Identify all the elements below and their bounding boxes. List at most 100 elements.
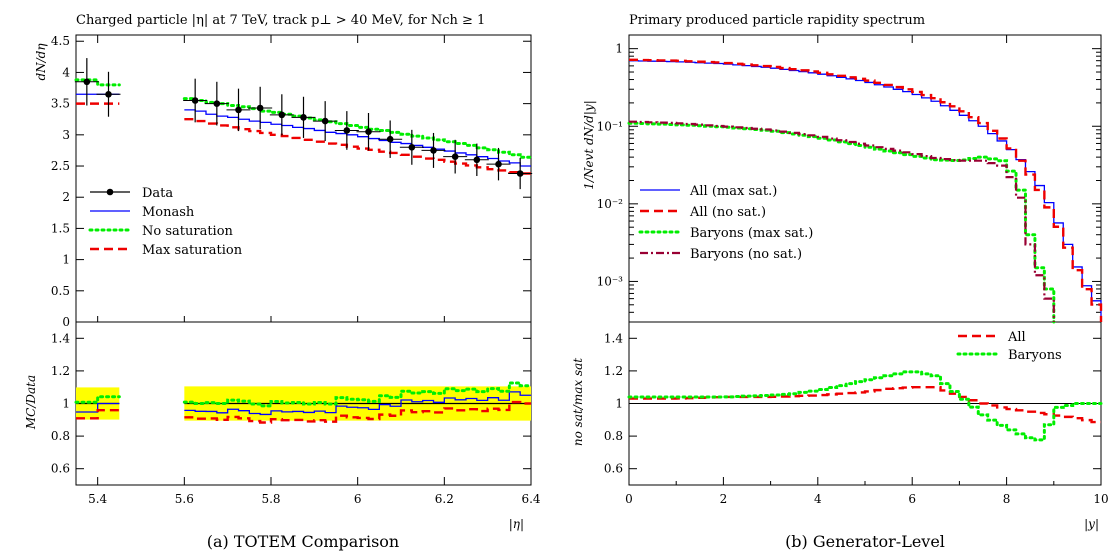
x-tick-label: 8 bbox=[1003, 492, 1011, 506]
panel-a-ratio-series bbox=[74, 381, 533, 424]
ratio-y-tick-label: 1.2 bbox=[604, 364, 623, 378]
ratio-series-max-saturation bbox=[76, 400, 531, 424]
panel-b-ratio-legend: All Baryons bbox=[956, 330, 1062, 363]
data-point bbox=[408, 144, 416, 151]
ratio-y-tick-label: 1 bbox=[62, 397, 70, 411]
x-tick-label: 5.6 bbox=[175, 492, 194, 506]
data-point bbox=[235, 106, 242, 114]
legend-label: All (max sat.) bbox=[689, 184, 777, 199]
legend-label: Baryons (max sat.) bbox=[690, 226, 813, 241]
panel-b-legend: All (max sat.) All (no sat.) Baryons (max … bbox=[638, 184, 813, 262]
panel-b-title: Primary produced particle rapidity spect… bbox=[629, 13, 925, 28]
x-tick-label: 0 bbox=[625, 492, 633, 506]
y-tick-label: 10⁻² bbox=[597, 197, 624, 211]
panel-a-ratio-y-label: MC/Data bbox=[24, 375, 38, 430]
data-point bbox=[343, 127, 351, 134]
data-point bbox=[386, 135, 394, 143]
panel-b-y-label: 1/Nevt dN/d|y| bbox=[582, 100, 596, 189]
data-point bbox=[256, 104, 264, 112]
ratio-series-monash bbox=[76, 391, 531, 416]
ratio-legend-label: All bbox=[1007, 330, 1026, 345]
series-max-saturation bbox=[76, 102, 531, 175]
panel-b-x-label: |y| bbox=[1084, 517, 1099, 531]
data-point bbox=[105, 90, 112, 98]
y-tick-label: 10⁻¹ bbox=[597, 119, 623, 133]
panel-b-ratio-y-label: no sat/max sat bbox=[571, 358, 585, 446]
panel-b-ratio-y-ticks: 0.6 0.8 1 1.2 1.4 bbox=[604, 331, 1101, 476]
panel-b: Primary produced particle rapidity spect… bbox=[571, 13, 1109, 551]
y-tick-label: 2.5 bbox=[51, 159, 70, 173]
panel-a-title: Charged particle |η| at 7 TeV, track p⊥ … bbox=[76, 13, 485, 28]
x-tick-label: 5.8 bbox=[261, 492, 280, 506]
y-tick-label: 0.5 bbox=[51, 284, 70, 298]
data-point bbox=[365, 128, 372, 136]
panel-a-x-label: |η| bbox=[509, 517, 524, 531]
x-tick-label: 6.2 bbox=[435, 492, 454, 506]
panel-b-series bbox=[627, 58, 1103, 324]
ratio-y-tick-label: 0.8 bbox=[604, 429, 623, 443]
y-tick-label: 1 bbox=[62, 253, 70, 267]
ratio-y-tick-label: 0.8 bbox=[51, 429, 70, 443]
panel-a-caption: (a) TOTEM Comparison bbox=[207, 532, 399, 551]
legend-label: Max saturation bbox=[142, 243, 243, 258]
y-tick-label: 2 bbox=[62, 190, 70, 204]
panel-b-y-ticks: 1 10⁻¹ 10⁻² 10⁻³ bbox=[597, 42, 1101, 323]
panel-a-main-frame bbox=[75, 34, 532, 323]
panel-a-y-label: dN/dη bbox=[34, 43, 48, 81]
y-tick-label: 0 bbox=[62, 315, 70, 329]
ratio-series-baryons bbox=[627, 370, 1103, 442]
data-point bbox=[300, 114, 307, 121]
series-all-no-sat bbox=[629, 58, 1103, 322]
legend-label: Baryons (no sat.) bbox=[690, 247, 802, 262]
panel-b-x-ticks: 0 2 4 6 8 10 bbox=[625, 35, 1109, 506]
y-tick-label: 4 bbox=[62, 65, 70, 79]
ratio-series-all bbox=[629, 386, 1101, 424]
ratio-y-tick-label: 0.6 bbox=[51, 462, 70, 476]
x-tick-label: 2 bbox=[720, 492, 728, 506]
panel-b-caption: (b) Generator-Level bbox=[785, 532, 945, 551]
ratio-y-tick-label: 1.4 bbox=[604, 331, 623, 345]
legend-data-marker bbox=[106, 188, 114, 196]
x-tick-label: 10 bbox=[1093, 492, 1108, 506]
panel-a-y-ticks: 0 0.5 1 1.5 2 2.5 3 3.5 4 4.5 bbox=[51, 34, 531, 329]
series-baryons-no-sat bbox=[629, 120, 1055, 322]
ratio-y-tick-label: 1.4 bbox=[51, 331, 70, 345]
x-tick-label: 5.4 bbox=[88, 492, 107, 506]
x-tick-label: 6 bbox=[908, 492, 916, 506]
y-tick-label: 1 bbox=[615, 42, 623, 56]
data-point bbox=[451, 153, 459, 160]
y-tick-label: 3 bbox=[62, 128, 70, 142]
panel-a-ratio-y-ticks: 0.6 0.8 1 1.2 1.4 bbox=[51, 331, 531, 476]
data-point bbox=[430, 147, 437, 154]
data-point bbox=[83, 78, 91, 86]
data-point bbox=[321, 117, 329, 125]
legend-label: No saturation bbox=[142, 224, 234, 239]
legend-label: Data bbox=[142, 186, 173, 201]
data-point bbox=[516, 170, 524, 177]
legend-label: Monash bbox=[142, 205, 195, 220]
ratio-legend-label: Baryons bbox=[1008, 348, 1062, 363]
y-tick-label: 1.5 bbox=[51, 221, 70, 235]
panel-a: Charged particle |η| at 7 TeV, track p⊥ … bbox=[24, 13, 541, 551]
ratio-y-tick-label: 0.6 bbox=[604, 462, 623, 476]
x-tick-label: 6.4 bbox=[521, 492, 540, 506]
data-point bbox=[473, 156, 481, 164]
panel-a-legend: Data Monash No saturation Max saturation bbox=[88, 186, 243, 258]
y-tick-label: 10⁻³ bbox=[597, 274, 624, 288]
y-tick-label: 3.5 bbox=[51, 97, 70, 111]
panel-a-x-ticks: 5.4 5.6 5.8 6 6.2 6.4 bbox=[88, 35, 541, 506]
data-point bbox=[495, 160, 502, 168]
ratio-series-no-saturation bbox=[74, 381, 533, 408]
data-point bbox=[191, 97, 199, 104]
x-tick-label: 6 bbox=[354, 492, 362, 506]
ratio-y-tick-label: 1 bbox=[615, 397, 623, 411]
panel-b-ratio-series bbox=[627, 370, 1103, 442]
panel-a-data-points bbox=[74, 58, 533, 190]
x-tick-label: 4 bbox=[814, 492, 822, 506]
data-point bbox=[213, 100, 221, 107]
y-tick-label: 4.5 bbox=[51, 34, 70, 48]
ratio-y-tick-label: 1.2 bbox=[51, 364, 70, 378]
series-baryons-max-sat bbox=[627, 121, 1056, 324]
legend-label: All (no sat.) bbox=[689, 205, 766, 220]
